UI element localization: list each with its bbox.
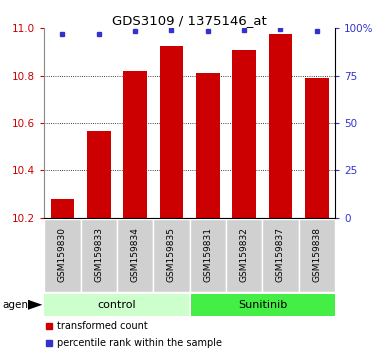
Bar xyxy=(262,219,299,292)
Text: percentile rank within the sample: percentile rank within the sample xyxy=(57,338,223,348)
Text: GSM159831: GSM159831 xyxy=(203,227,212,282)
Text: GSM159838: GSM159838 xyxy=(312,227,321,282)
Bar xyxy=(305,78,328,218)
Bar xyxy=(87,131,110,218)
Bar xyxy=(123,71,147,218)
Text: GSM159830: GSM159830 xyxy=(58,227,67,282)
Bar xyxy=(44,294,189,316)
Title: GDS3109 / 1375146_at: GDS3109 / 1375146_at xyxy=(112,14,267,27)
Bar xyxy=(232,50,256,218)
Text: GSM159833: GSM159833 xyxy=(94,227,103,282)
Bar xyxy=(269,34,292,218)
Polygon shape xyxy=(28,300,42,310)
Bar xyxy=(190,219,226,292)
Bar xyxy=(80,219,117,292)
Bar xyxy=(191,294,335,316)
Bar xyxy=(44,219,80,292)
Bar xyxy=(117,219,153,292)
Bar xyxy=(153,219,189,292)
Text: GSM159835: GSM159835 xyxy=(167,227,176,282)
Bar xyxy=(160,46,183,218)
Text: agent: agent xyxy=(2,300,32,310)
Text: GSM159834: GSM159834 xyxy=(131,227,140,282)
Text: Sunitinib: Sunitinib xyxy=(238,300,288,310)
Text: GSM159832: GSM159832 xyxy=(239,227,249,282)
Text: transformed count: transformed count xyxy=(57,321,148,331)
Bar xyxy=(196,73,219,218)
Bar xyxy=(51,199,74,218)
Bar xyxy=(299,219,335,292)
Bar xyxy=(226,219,262,292)
Text: GSM159837: GSM159837 xyxy=(276,227,285,282)
Text: control: control xyxy=(97,300,136,310)
